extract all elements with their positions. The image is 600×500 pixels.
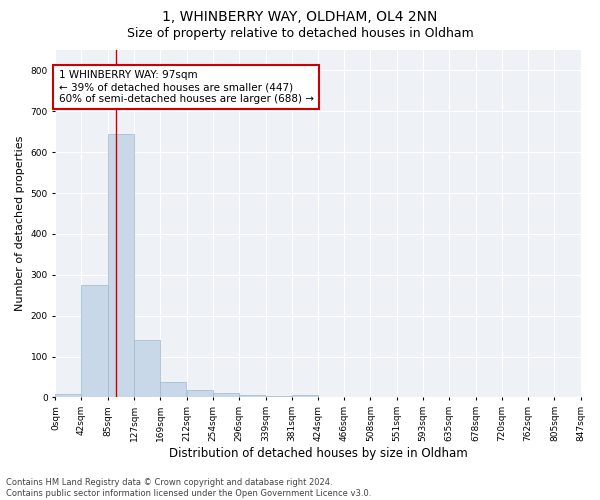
Bar	[266, 396, 292, 398]
Bar	[55, 394, 82, 398]
Text: 1 WHINBERRY WAY: 97sqm
← 39% of detached houses are smaller (447)
60% of semi-de: 1 WHINBERRY WAY: 97sqm ← 39% of detached…	[59, 70, 314, 104]
Text: Size of property relative to detached houses in Oldham: Size of property relative to detached ho…	[127, 28, 473, 40]
X-axis label: Distribution of detached houses by size in Oldham: Distribution of detached houses by size …	[169, 447, 467, 460]
Bar	[160, 382, 186, 398]
Bar	[213, 394, 239, 398]
Bar	[239, 394, 265, 398]
Bar	[187, 390, 213, 398]
Bar	[292, 396, 317, 398]
Bar	[108, 134, 134, 398]
Text: Contains HM Land Registry data © Crown copyright and database right 2024.
Contai: Contains HM Land Registry data © Crown c…	[6, 478, 371, 498]
Bar	[134, 340, 160, 398]
Text: 1, WHINBERRY WAY, OLDHAM, OL4 2NN: 1, WHINBERRY WAY, OLDHAM, OL4 2NN	[163, 10, 437, 24]
Y-axis label: Number of detached properties: Number of detached properties	[15, 136, 25, 312]
Bar	[82, 285, 107, 398]
Bar	[449, 396, 475, 398]
